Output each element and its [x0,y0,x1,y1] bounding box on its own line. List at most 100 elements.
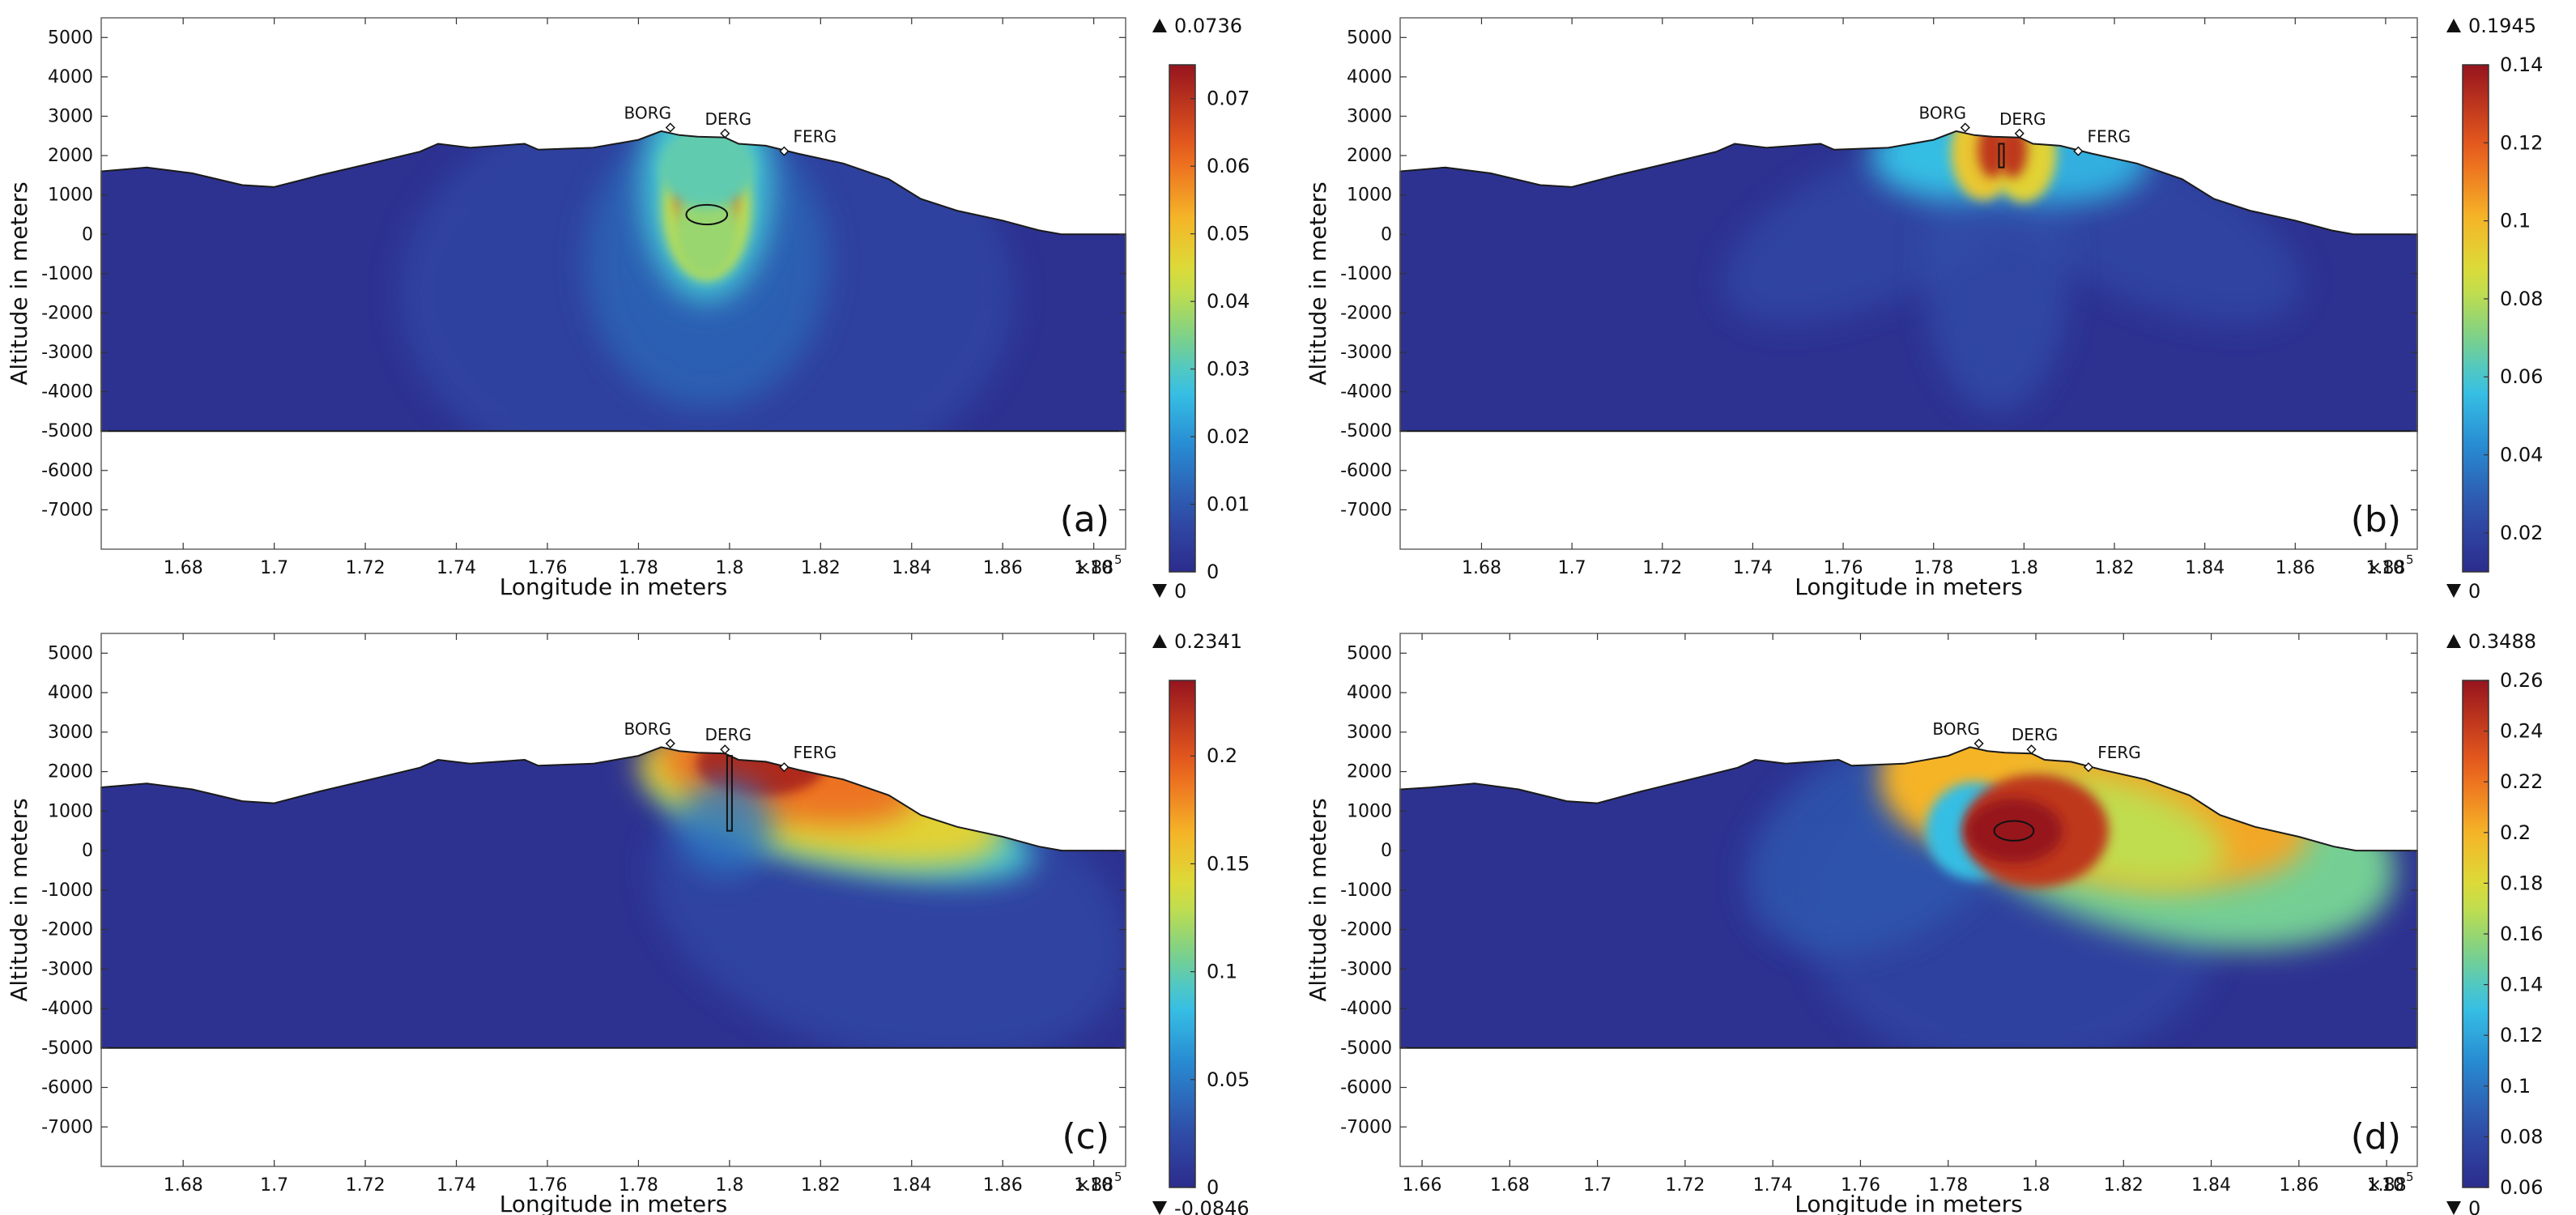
colorbar-tick-label: 0 [1207,561,1219,583]
x-tick-label: 1.74 [436,1175,476,1196]
axes-frame [1399,17,2418,550]
panel-a: BORG DERG FERG 5000 4000 3000 2000 1000 0 -1000 -2… [6,15,1250,603]
y-tick-label: 4000 [48,67,93,87]
colorbar-tick-label: 0.18 [2500,872,2543,894]
x-tick-label: 1.7 [1583,1175,1612,1196]
x-tick-label: 1.68 [1462,558,1501,578]
colorbar-tick-label: 0.14 [2500,53,2543,76]
colorbar-tick-label: 0.08 [2500,1125,2543,1148]
colorbar-tick-label: 0.1 [2500,1075,2531,1098]
y-tick-label: 4000 [1347,683,1392,703]
y-tick-label: -6000 [1340,461,1392,481]
colorbar-tick-label: 0.16 [2500,923,2543,945]
x-tick-label: 1.86 [2276,558,2315,578]
colorbar-tick-label: 0.2 [1207,744,1237,767]
x-tick-label: 1.74 [1753,1175,1793,1196]
x-multiplier-exponent: 5 [1114,552,1122,567]
y-tick-label: -1000 [41,264,93,284]
station-marker-derg [720,128,730,139]
x-tick-label: 1.88 [2365,558,2405,578]
deformation-field [101,747,1126,1048]
x-tick-label: 1.86 [2279,1175,2318,1196]
station-label-derg: DERG [705,725,752,744]
x-tick-label: 1.78 [619,558,658,578]
colorbar-max-value: 0.0736 [1174,15,1242,37]
colorbar-min-value: -0.0846 [1174,1197,1250,1215]
x-tick-label: 1.74 [1733,558,1773,578]
x-tick-label: 1.76 [1841,1175,1880,1196]
y-tick-label: 2000 [48,762,93,782]
min-marker-icon [1152,584,1167,598]
colorbar-tick-label: 0.1 [1207,961,1237,983]
y-tick-label: 4000 [48,683,93,703]
y-tick-label: -2000 [1340,303,1392,323]
station-label-ferg: FERG [794,127,837,147]
x-tick-label: 1.68 [164,1175,203,1196]
colorbar-tick-label: 0.04 [1207,290,1250,313]
min-marker-icon [2446,584,2461,598]
panel-d: BORG DERG FERG 5000 4000 3000 2000 1000 0 -1000 -2… [1305,630,2543,1215]
x-multiplier: ×10 [1075,558,1113,578]
y-tick-label: -4000 [1340,999,1392,1019]
magma-chamber [685,203,729,226]
y-tick-label: 1000 [1347,801,1392,821]
x-multiplier: ×10 [2367,1175,2404,1196]
topography-outline [1399,130,2418,433]
x-tick-label: 1.72 [346,1175,385,1196]
x-multiplier-exponent: 5 [2406,1170,2414,1184]
min-marker-icon [1152,1201,1167,1215]
y-tick-label: 3000 [1347,723,1392,743]
y-tick-label: -4000 [41,999,93,1019]
y-tick-label: 0 [1381,224,1392,245]
deformation-field [101,130,1126,432]
deformation-field [1400,747,2417,1048]
x-tick-label: 1.72 [346,558,385,578]
axes-frame [100,17,1126,550]
colorbar-tick-label: 0.06 [1207,155,1250,177]
field-blob [658,130,756,208]
x-tick-label: 1.82 [801,1175,841,1196]
y-tick-label: -6000 [41,1078,93,1098]
station-label-borg: BORG [624,103,672,122]
field-blob [1998,130,2028,178]
x-tick-label: 1.76 [527,558,567,578]
y-tick-label: -5000 [41,1038,93,1059]
x-multiplier-exponent: 5 [2406,552,2414,567]
min-marker-icon [2446,1201,2461,1215]
colorbar-tick-label: 0.26 [2500,669,2543,692]
colorbar-min-value: 0 [2468,580,2480,603]
y-tick-label: -7000 [1340,500,1392,520]
station-label-ferg: FERG [2097,743,2141,762]
x-tick-label: 1.78 [619,1175,658,1196]
y-axis-label: Altitude in meters [1305,181,1331,386]
max-marker-icon [1152,634,1167,648]
y-axis-label: Altitude in meters [6,181,32,386]
x-axis-label: Longitude in meters [500,573,727,600]
colorbar-tick-label: 0.04 [2500,444,2543,467]
x-tick-label: 1.76 [527,1175,567,1196]
station-marker-ferg [779,146,790,156]
panel-b: BORG DERG FERG 5000 4000 3000 2000 1000 0 -1000 -2… [1305,15,2543,603]
x-tick-label: 1.8 [715,558,743,578]
colorbar-tick-label: 0.07 [1207,87,1250,110]
x-tick-label: 1.82 [801,558,841,578]
magma-chamber [1993,820,2035,842]
x-tick-label: 1.74 [436,558,476,578]
x-tick-label: 1.86 [983,1175,1023,1196]
deformation-field [1400,130,2417,432]
colorbar [2462,64,2489,573]
axes-frame [100,633,1126,1167]
x-tick-label: 1.8 [2010,558,2038,578]
station-marker-ferg [2073,146,2084,156]
panel-c: BORG DERG FERG 5000 4000 3000 2000 1000 0 -1000 -2… [6,630,1250,1215]
colorbar-tick-label: 0.05 [1207,1068,1250,1091]
colorbar-min-value: 0 [1174,580,1186,603]
y-tick-label: -3000 [41,343,93,363]
x-tick-label: 1.84 [2191,1175,2231,1196]
y-tick-label: 5000 [1347,28,1392,48]
x-tick-label: 1.8 [715,1175,743,1196]
y-tick-label: 1000 [48,801,93,821]
colorbar-tick-label: 0.08 [2500,288,2543,310]
y-tick-label: -1000 [41,880,93,901]
